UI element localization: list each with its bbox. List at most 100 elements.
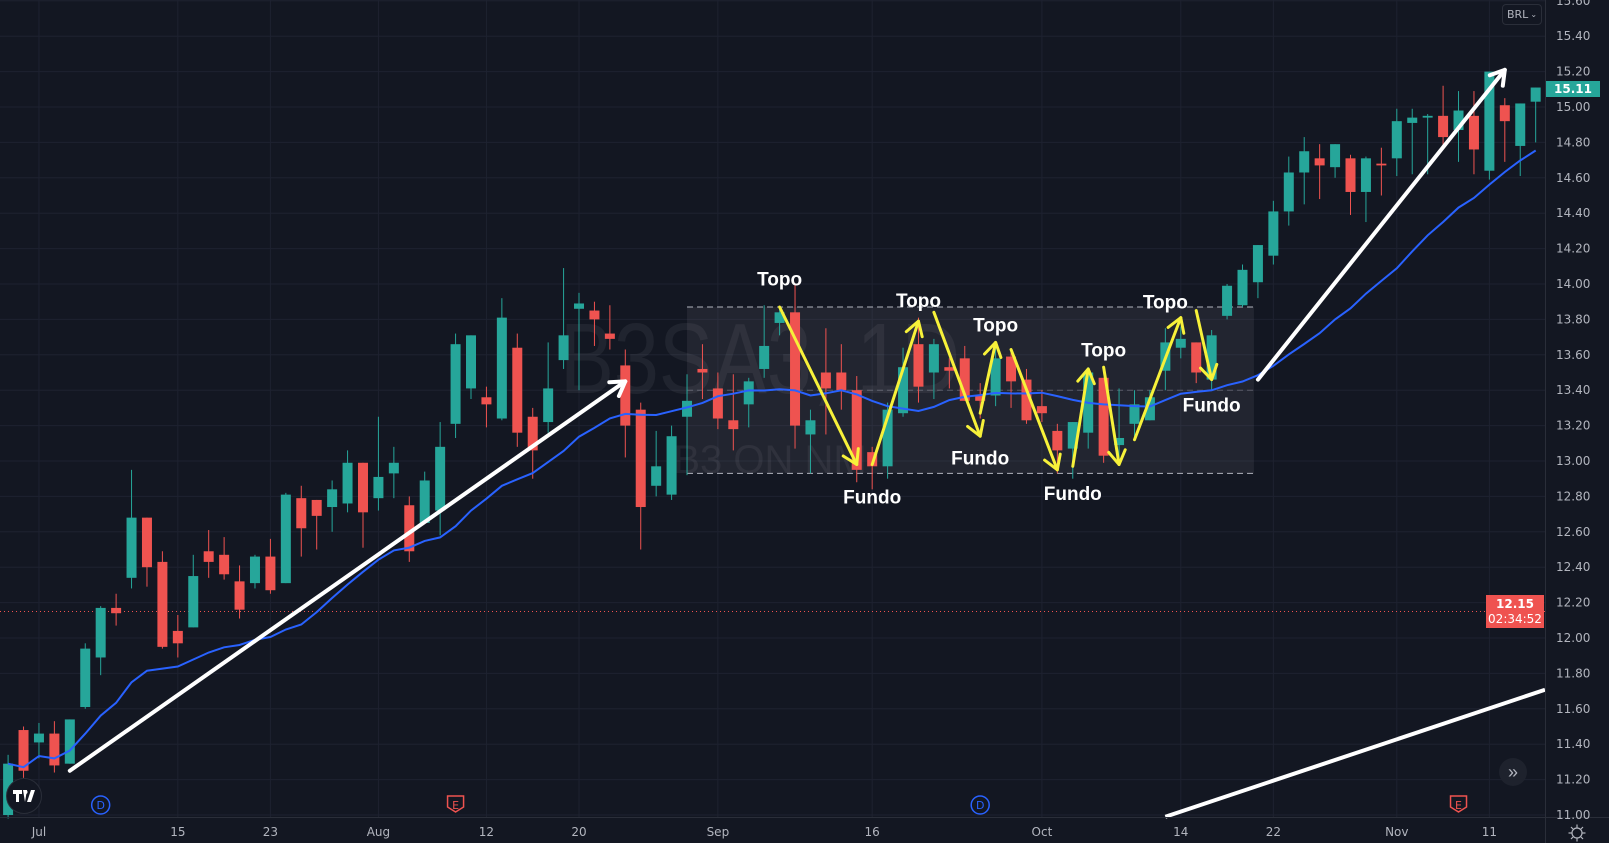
arrow-shaft[interactable] — [1102, 365, 1121, 467]
drawings[interactable]: Topo Fundo Topo Fundo Topo Fundo Topo Topo Fundo — [67, 67, 1546, 819]
candle-up — [1129, 390, 1140, 438]
swing-arrow[interactable] — [978, 340, 1003, 415]
moving-average-line[interactable] — [7, 149, 1537, 769]
label-topo[interactable]: Topo — [1081, 340, 1126, 361]
candle-down — [203, 530, 214, 578]
candle-up — [1175, 326, 1186, 359]
arrow-head-icon — [1487, 67, 1507, 88]
scroll-to-realtime-button[interactable]: » — [1499, 758, 1527, 786]
candle-body — [234, 581, 245, 610]
candle-body — [141, 517, 152, 568]
swing-arrow[interactable] — [1102, 365, 1127, 467]
swing-arrow[interactable] — [1194, 309, 1219, 382]
label-fundo[interactable]: Fundo — [1183, 395, 1241, 416]
arrow-shaft[interactable] — [1071, 367, 1090, 468]
trend-arrow[interactable] — [67, 379, 628, 773]
time-axis[interactable]: Jul 15 23 Aug 12 20 Sep 16 Oct 14 22 Nov 11 — [31, 825, 1497, 839]
candle-down — [1021, 368, 1032, 424]
swing-arrow[interactable] — [1132, 316, 1186, 442]
candle-up — [574, 292, 585, 391]
time-tick-label: Oct — [1032, 825, 1053, 839]
candle-body — [342, 462, 353, 504]
candle-down — [1314, 144, 1325, 200]
currency-button[interactable]: BRL ⌄ — [1502, 4, 1542, 25]
candle-body — [1422, 115, 1433, 118]
label-topo[interactable]: Topo — [973, 316, 1018, 337]
gear-icon[interactable] — [1568, 824, 1586, 842]
candle-up — [373, 416, 384, 511]
dividend-marker[interactable]: D — [90, 795, 111, 815]
label-fundo[interactable]: Fundo — [951, 448, 1009, 469]
candle-up — [1252, 245, 1263, 299]
price-tick-label: 15.20 — [1556, 65, 1590, 79]
candle-body — [1052, 430, 1063, 451]
candle-body — [1144, 397, 1155, 421]
label-fundo[interactable]: Fundo — [843, 487, 901, 508]
candle-up — [1530, 87, 1541, 143]
arrow-shaft[interactable] — [1255, 67, 1507, 382]
candle-down — [265, 538, 276, 594]
arrow-shaft[interactable] — [932, 310, 982, 438]
arrow-shaft[interactable] — [870, 319, 920, 467]
price-tick-label: 12.20 — [1556, 596, 1590, 610]
trend-arrow[interactable] — [1255, 67, 1507, 382]
arrow-shaft[interactable] — [1194, 309, 1214, 382]
swing-arrow[interactable] — [1071, 367, 1096, 468]
candle-body — [512, 347, 523, 433]
earnings-marker[interactable]: E — [1449, 795, 1468, 813]
swing-arrow[interactable] — [1009, 347, 1062, 472]
price-axis[interactable]: 11.00 11.20 11.40 11.60 11.80 12.00 12.20 12.40… — [1556, 0, 1590, 822]
candle-body — [1222, 285, 1233, 316]
candle-body — [357, 462, 368, 513]
price-tick-label: 11.00 — [1556, 808, 1590, 822]
candle-up — [126, 469, 137, 589]
swing-arrow[interactable] — [932, 310, 985, 438]
time-tick-label: 14 — [1173, 825, 1188, 839]
candle-body — [111, 607, 122, 614]
label-topo[interactable]: Topo — [757, 270, 802, 291]
candle-down — [1006, 349, 1017, 408]
time-tick-label: Jul — [31, 825, 46, 839]
candle-body — [620, 365, 631, 426]
trend-line[interactable] — [1164, 687, 1546, 819]
price-tick-label: 15.40 — [1556, 29, 1590, 43]
candle-up — [388, 446, 399, 499]
arrow-shaft[interactable] — [778, 305, 859, 467]
arrow-shaft[interactable] — [1009, 347, 1059, 472]
arrow-shaft[interactable] — [67, 379, 628, 773]
swing-arrow[interactable] — [778, 305, 860, 467]
time-tick-label: Nov — [1385, 825, 1408, 839]
dividend-marker[interactable]: D — [970, 795, 990, 815]
label-topo[interactable]: Topo — [1143, 293, 1188, 314]
earnings-marker[interactable]: E — [446, 795, 465, 813]
candle-body — [558, 335, 569, 361]
earnings-icon — [1449, 795, 1468, 813]
candle-body — [388, 462, 399, 474]
candle-up — [543, 342, 554, 433]
candle-body — [1252, 245, 1263, 283]
label-fundo[interactable]: Fundo — [1044, 484, 1102, 505]
tradingview-logo[interactable] — [6, 778, 42, 814]
candle-down — [1499, 98, 1510, 162]
swing-arrow[interactable] — [870, 319, 924, 467]
candle-body — [64, 719, 75, 764]
candle-body — [1237, 269, 1248, 306]
price-tick-label: 11.60 — [1556, 702, 1590, 716]
candle-body — [743, 381, 754, 405]
arrow-shaft[interactable] — [1132, 316, 1183, 442]
label-topo[interactable]: Topo — [896, 291, 941, 312]
candle-up — [1222, 284, 1233, 320]
event-label: D — [96, 799, 104, 812]
price-tick-label: 13.40 — [1556, 383, 1590, 397]
candle-down — [404, 496, 415, 562]
time-tick-label: Aug — [367, 825, 390, 839]
candle-up — [651, 430, 662, 497]
arrow-shaft[interactable] — [978, 340, 998, 415]
candle-body — [712, 388, 723, 419]
candle-body — [249, 556, 260, 584]
candle-down — [172, 614, 183, 658]
arrow-head-icon — [983, 340, 1003, 359]
arrow-head-icon — [1043, 452, 1062, 472]
